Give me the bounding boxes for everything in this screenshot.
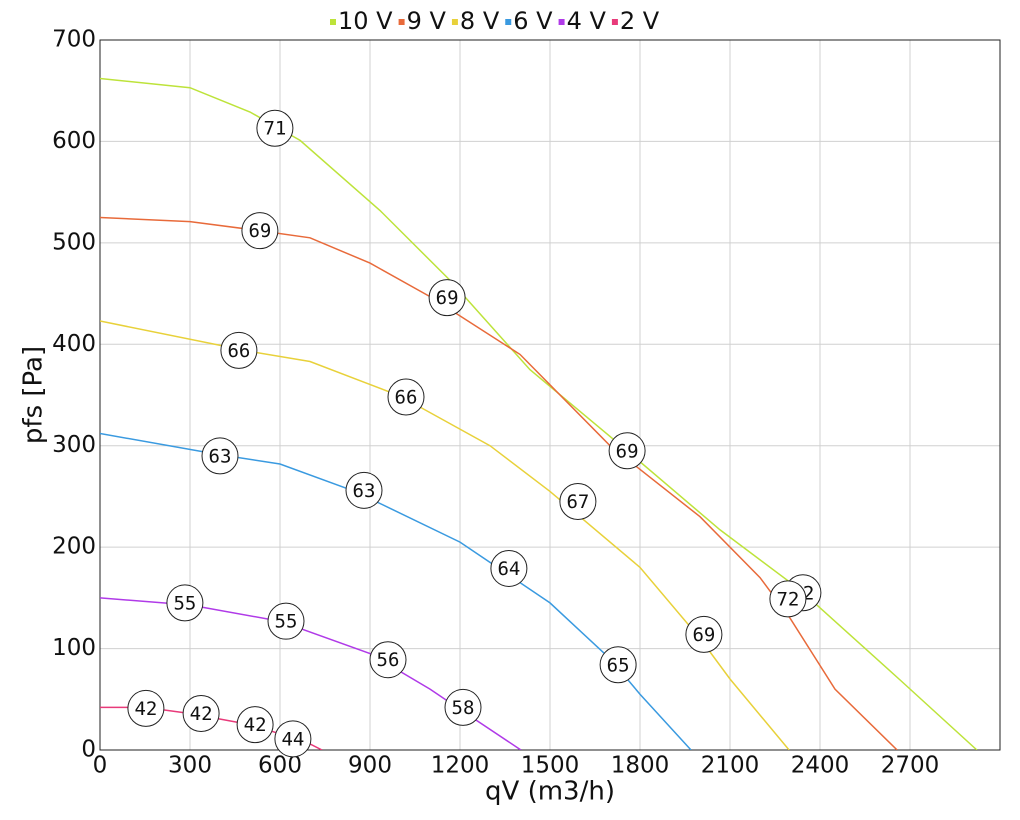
series-line: [100, 77, 978, 750]
y-tick-label: 0: [81, 737, 96, 763]
annotation-circle: [599, 646, 637, 684]
x-tick-label: 2400: [791, 753, 850, 779]
legend-swatch: [505, 19, 512, 25]
annotation-circle: [559, 483, 597, 520]
legend-label: 9 V: [407, 7, 447, 35]
y-tick-label: 700: [52, 27, 96, 53]
y-tick-label: 500: [52, 229, 96, 255]
annotation-circle: [490, 549, 528, 587]
annotation-label: 66: [395, 387, 418, 409]
annotation-circle: [428, 279, 466, 317]
x-tick-label: 1800: [611, 753, 670, 779]
y-axis-title: pfs [Pa]: [19, 346, 49, 444]
annotation-circle: [256, 109, 294, 147]
annotation-label: 69: [692, 624, 715, 646]
x-tick-label: 1500: [521, 753, 580, 779]
x-tick-label: 300: [168, 753, 212, 779]
x-tick-label: 2700: [881, 753, 940, 779]
annotation-label: 69: [436, 287, 459, 309]
annotation-label: 55: [173, 592, 196, 614]
annotation-circle: [387, 378, 425, 416]
y-tick-label: 600: [52, 128, 96, 154]
annotation-circle: [685, 615, 723, 653]
y-tick-label: 200: [52, 534, 96, 560]
annotation-label: 72: [776, 588, 799, 610]
y-tick-label: 100: [52, 635, 96, 661]
legend-swatch: [451, 19, 458, 25]
legend-swatch: [611, 19, 618, 25]
legend-label: 2 V: [620, 7, 660, 35]
annotation-label: 69: [248, 220, 271, 242]
annotation-circle: [241, 212, 279, 250]
annotation-label: 42: [244, 714, 267, 736]
legend-swatch: [330, 19, 336, 25]
annotation-label: 71: [263, 118, 286, 140]
annotation-label: 63: [353, 480, 376, 502]
annotation-circle: [267, 602, 305, 640]
annotation-circle: [220, 331, 258, 369]
annotation-label: 67: [566, 491, 589, 513]
annotation-circle: [127, 689, 165, 727]
annotation-circle: [769, 580, 807, 618]
annotation-circle: [608, 432, 646, 470]
annotation-label: 42: [190, 703, 213, 725]
x-tick-label: 0: [93, 753, 108, 779]
annotation-label: 65: [607, 654, 630, 676]
annotation-circle: [444, 688, 482, 726]
series-line: [100, 216, 898, 750]
annotation-label: 63: [209, 445, 232, 467]
annotation-circle: [201, 437, 239, 475]
y-tick-label: 400: [52, 331, 96, 357]
annotation-label: 44: [281, 728, 304, 750]
legend-swatch: [558, 19, 565, 25]
legend-swatch: [398, 19, 405, 25]
legend-label: 4 V: [567, 7, 607, 35]
annotation-label: 42: [134, 698, 157, 720]
x-tick-label: 1200: [431, 753, 490, 779]
series-line: [100, 320, 790, 750]
annotation-circle: [369, 641, 407, 679]
annotation-label: 66: [227, 340, 250, 362]
series-line: [100, 432, 692, 750]
annotation-circle: [274, 720, 312, 758]
x-tick-label: 900: [348, 753, 392, 779]
legend-label: 6 V: [513, 7, 553, 35]
annotation-circle: [182, 694, 220, 732]
annotation-label: 64: [497, 558, 520, 580]
annotation-circle: [345, 471, 383, 509]
annotation-label: 55: [275, 611, 298, 633]
annotation-label: 56: [377, 649, 400, 671]
legend-label: 8 V: [460, 7, 500, 35]
annotation-label: 69: [616, 440, 639, 462]
legend-label: 10 V: [338, 7, 393, 35]
x-axis-title: qV (m3/h): [485, 777, 615, 807]
annotation-label: 58: [452, 697, 475, 719]
plot-frame: [99, 39, 1001, 751]
series-line: [100, 597, 522, 750]
y-tick-label: 300: [52, 432, 96, 458]
annotation-circle: [236, 706, 274, 744]
annotation-circle: [166, 584, 204, 622]
x-tick-label: 2100: [701, 753, 760, 779]
